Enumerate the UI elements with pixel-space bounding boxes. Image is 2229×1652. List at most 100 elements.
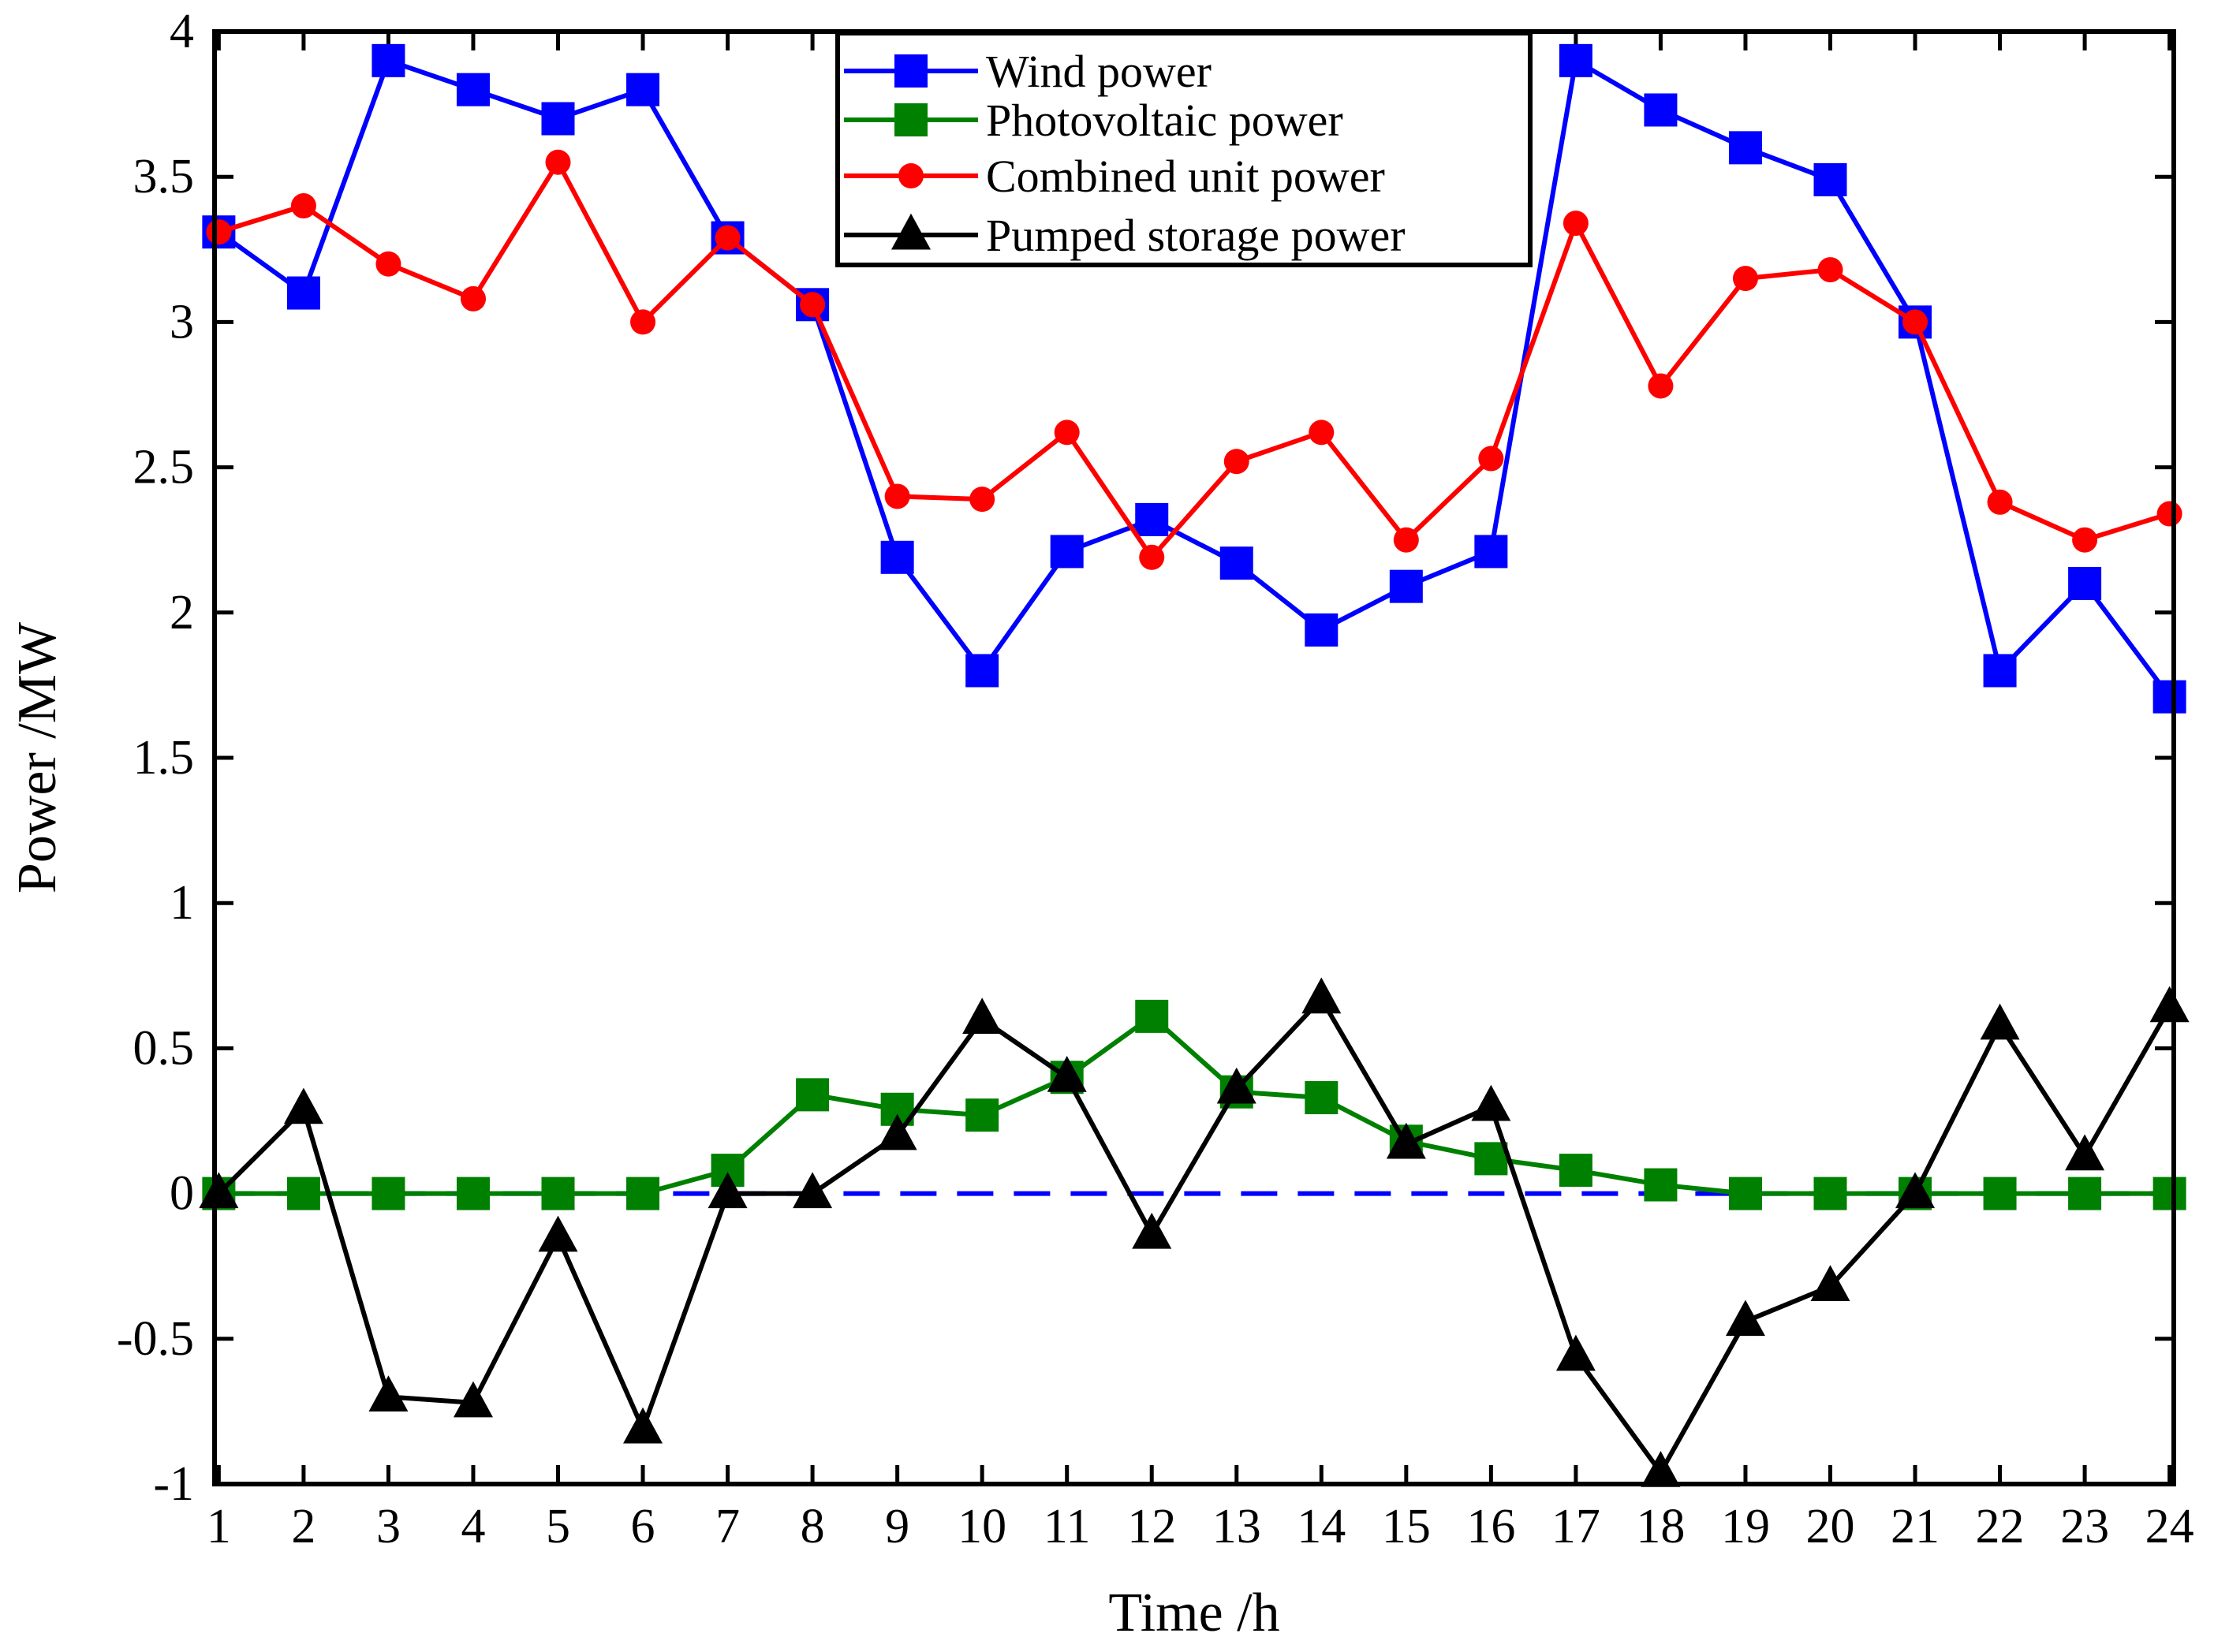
data-point-photovoltaic-power (1559, 1154, 1592, 1188)
data-point-combined-unit-power (2072, 527, 2098, 553)
data-point-photovoltaic-power (965, 1098, 999, 1132)
y-tick-label: 1 (170, 876, 194, 930)
data-point-photovoltaic-power (1813, 1177, 1847, 1210)
data-point-combined-unit-power (1563, 211, 1589, 237)
x-tick-label: 23 (2060, 1500, 2109, 1553)
x-tick-label: 18 (1636, 1500, 1685, 1553)
data-point-combined-unit-power (206, 219, 232, 245)
data-point-combined-unit-power (630, 309, 656, 335)
series-photovoltaic-power (202, 999, 2186, 1210)
x-tick-label: 6 (631, 1500, 655, 1553)
data-point-wind-power (286, 276, 320, 310)
data-point-photovoltaic-power (1474, 1142, 1508, 1176)
data-point-wind-power (1983, 654, 2017, 688)
x-tick-label: 1 (207, 1500, 231, 1553)
x-tick-label: 24 (2145, 1500, 2194, 1553)
legend-item-photovoltaic-power: Photovoltaic power (844, 95, 1343, 146)
data-point-combined-unit-power (800, 292, 826, 318)
data-point-pumped-storage-power (1301, 977, 1342, 1014)
x-tick-label: 22 (1976, 1500, 2025, 1553)
data-point-combined-unit-power (1817, 257, 1843, 283)
x-tick-label: 14 (1297, 1500, 1346, 1553)
data-point-pumped-storage-power (1641, 1450, 1681, 1487)
data-point-wind-power (1219, 546, 1253, 580)
x-tick-label: 21 (1891, 1500, 1940, 1553)
data-point-photovoltaic-power (541, 1177, 575, 1210)
data-point-photovoltaic-power (1135, 999, 1169, 1033)
data-point-photovoltaic-power (1728, 1177, 1762, 1210)
x-tick-label: 5 (546, 1500, 570, 1553)
x-tick-label: 11 (1044, 1500, 1091, 1553)
x-axis-title: Time /h (1108, 1583, 1279, 1643)
data-point-wind-power (372, 43, 405, 77)
y-tick-label: 2 (170, 586, 194, 640)
series-group (199, 43, 2190, 1487)
legend-item-pumped-storage-power: Pumped storage power (844, 210, 1406, 261)
data-point-wind-power (1813, 162, 1847, 196)
x-tick-label: 15 (1382, 1500, 1431, 1553)
legend-label: Pumped storage power (986, 210, 1406, 261)
data-point-wind-power (1050, 535, 1084, 569)
data-point-pumped-storage-power (538, 1215, 578, 1252)
data-point-photovoltaic-power (1983, 1177, 2017, 1210)
data-point-pumped-storage-power (1555, 1334, 1596, 1371)
data-point-pumped-storage-power (623, 1407, 663, 1444)
series-line-photovoltaic-power (218, 1013, 2170, 1196)
series-pumped-storage-power (199, 977, 2190, 1487)
data-point-pumped-storage-power (962, 998, 1002, 1035)
y-tick-label: 1.5 (133, 731, 195, 785)
data-point-wind-power (2152, 680, 2186, 714)
y-tick-label: 2.5 (133, 441, 195, 494)
data-point-combined-unit-power (1648, 373, 1674, 399)
x-tick-label: 10 (958, 1500, 1006, 1553)
data-point-photovoltaic-power (1305, 1081, 1339, 1115)
data-point-combined-unit-power (375, 251, 401, 277)
data-point-photovoltaic-power (2152, 1177, 2186, 1210)
data-point-pumped-storage-power (1810, 1265, 1850, 1301)
x-tick-label: 19 (1721, 1500, 1770, 1553)
axes: -1-0.500.511.522.533.541 2 3 4 5 6 7 8 9 10 11 12 13… (117, 5, 2194, 1553)
data-point-wind-power (880, 540, 914, 574)
data-point-pumped-storage-power (283, 1087, 323, 1124)
y-tick-label: 3.5 (133, 150, 195, 203)
data-point-combined-unit-power (884, 483, 910, 509)
data-point-wind-power (1644, 93, 1678, 127)
legend-swatch-marker (894, 103, 928, 136)
x-tick-label: 16 (1466, 1500, 1515, 1553)
legend-label: Wind power (986, 46, 1212, 97)
data-point-combined-unit-power (1902, 309, 1928, 335)
y-tick-label: -0.5 (117, 1312, 194, 1366)
data-point-pumped-storage-power (1047, 1055, 1087, 1092)
data-point-wind-power (1559, 43, 1592, 77)
x-tick-label: 3 (376, 1500, 401, 1553)
data-point-pumped-storage-power (1895, 1172, 1936, 1209)
legend-label: Combined unit power (986, 151, 1385, 202)
data-point-pumped-storage-power (1725, 1300, 1765, 1337)
data-point-combined-unit-power (2156, 501, 2182, 527)
legend-label: Photovoltaic power (986, 95, 1343, 146)
x-tick-label: 9 (885, 1500, 909, 1553)
data-point-photovoltaic-power (456, 1177, 490, 1210)
data-point-photovoltaic-power (626, 1177, 660, 1210)
data-point-combined-unit-power (460, 285, 486, 311)
x-tick-label: 17 (1551, 1500, 1600, 1553)
x-tick-label: 4 (461, 1500, 485, 1553)
data-point-wind-power (456, 73, 490, 106)
data-point-combined-unit-power (969, 487, 995, 513)
data-point-pumped-storage-power (1471, 1084, 1511, 1121)
series-combined-unit-power (206, 149, 2182, 570)
data-point-pumped-storage-power (1216, 1067, 1256, 1104)
y-tick-label: 0.5 (133, 1021, 195, 1075)
y-tick-label: 0 (170, 1167, 194, 1221)
data-point-pumped-storage-power (793, 1172, 833, 1209)
data-point-wind-power (1474, 535, 1508, 569)
data-point-pumped-storage-power (1386, 1122, 1426, 1159)
data-point-combined-unit-power (1054, 420, 1080, 446)
series-line-combined-unit-power (218, 159, 2171, 560)
x-tick-label: 8 (801, 1500, 825, 1553)
x-tick-label: 20 (1805, 1500, 1854, 1553)
data-point-combined-unit-power (1139, 544, 1165, 570)
legend-swatch-marker (894, 54, 928, 88)
data-point-photovoltaic-power (796, 1078, 830, 1112)
